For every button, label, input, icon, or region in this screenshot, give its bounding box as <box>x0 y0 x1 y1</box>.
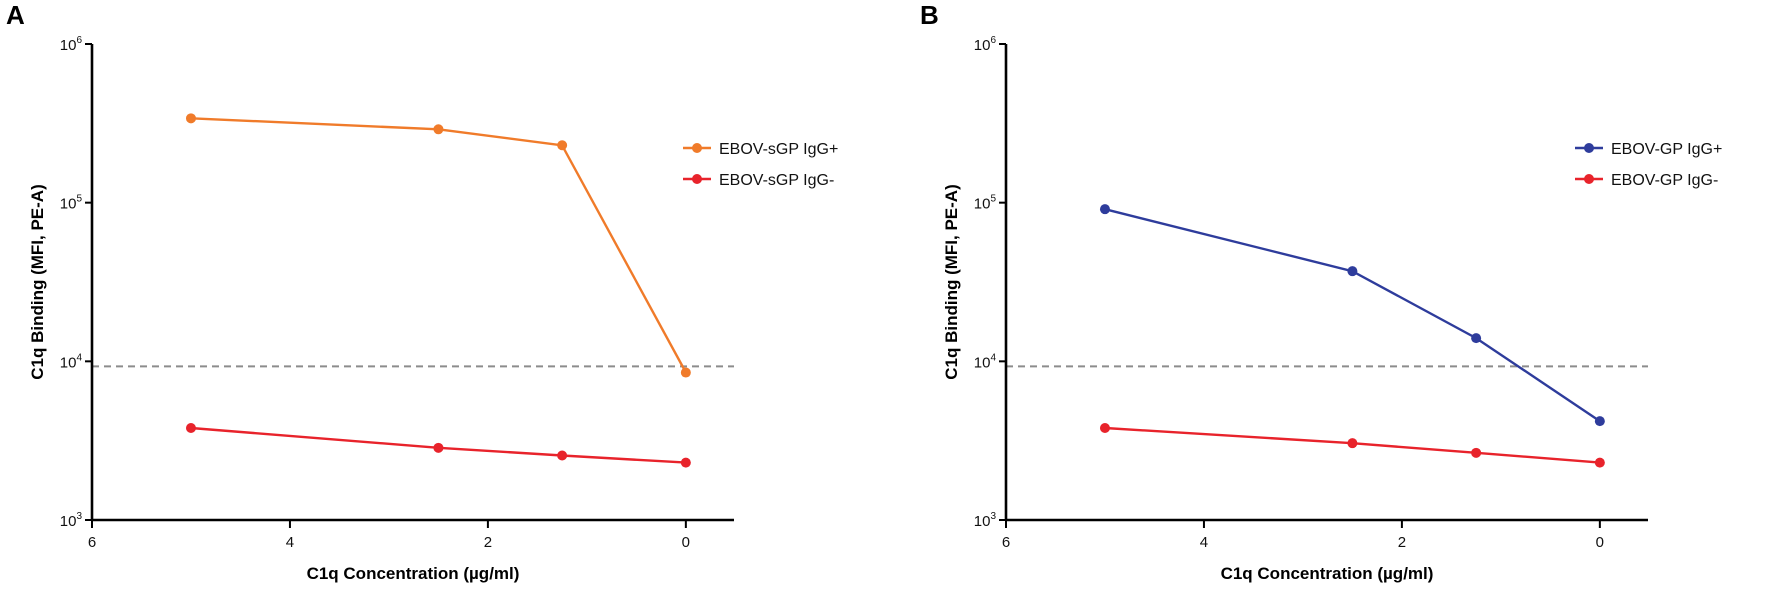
panel-b-y-tick-label: 103 <box>974 511 997 530</box>
panel-a-data-point <box>557 450 568 461</box>
panel-a-series-line <box>190 117 687 374</box>
panel-b-data-point <box>1594 457 1605 468</box>
panel-a-legend-swatch-marker <box>692 174 702 184</box>
panel-a-y-tick-label: 103 <box>60 511 83 530</box>
panel-b-data-point <box>1471 333 1482 344</box>
panel-b-series-line <box>1104 208 1601 423</box>
panel-b-data-point <box>1099 423 1110 434</box>
panel-a-y-tick-label: 106 <box>60 35 83 54</box>
panel-a-series-line <box>190 426 686 464</box>
panel-a-y-tick-label: 104 <box>60 352 83 371</box>
panel-a-y-axis-title: C1q Binding (MFI, PE-A) <box>28 184 47 379</box>
panel-a: A 103 104 105 106 C1q Binding (MFI, PE-A… <box>6 0 838 583</box>
panel-a-x-tick-label: 2 <box>484 534 492 551</box>
panel-b-legend-label: EBOV-GP IgG+ <box>1611 141 1722 158</box>
panel-b-y-axis-title: C1q Binding (MFI, PE-A) <box>942 184 961 379</box>
panel-b-y-tick-label: 106 <box>974 35 997 54</box>
panel-a-legend-swatch-marker <box>692 143 702 153</box>
panel-b-data-point <box>1594 416 1605 427</box>
panel-b-legend-label: EBOV-GP IgG- <box>1611 172 1718 189</box>
panel-a-x-axis-title: C1q Concentration (µg/ml) <box>307 564 520 583</box>
panel-a-plot-series <box>185 113 691 468</box>
panel-b-y-tick-label: 104 <box>974 352 997 371</box>
panel-a-data-point <box>680 457 691 468</box>
panel-a-legend-label: EBOV-sGP IgG+ <box>719 141 838 158</box>
panel-b-data-point <box>1099 204 1110 215</box>
panel-b-letter: B <box>920 0 939 30</box>
panel-b: B 103 104 105 106 C1q Binding (MFI, PE-A… <box>920 0 1722 583</box>
panel-b-data-point <box>1471 447 1482 458</box>
panel-b-plot-series <box>1099 204 1605 468</box>
panel-b-x-tick-label: 2 <box>1398 534 1406 551</box>
panel-a-y-axis: 103 104 105 106 C1q Binding (MFI, PE-A) <box>28 35 94 530</box>
panel-b-data-point <box>1347 438 1358 449</box>
panel-b-legend-swatch-marker <box>1584 143 1594 153</box>
panel-b-y-axis: 103 104 105 106 C1q Binding (MFI, PE-A) <box>942 35 1008 530</box>
panel-b-legend: EBOV-GP IgG+ EBOV-GP IgG- <box>1575 141 1722 189</box>
panel-a-data-point <box>433 442 444 453</box>
panel-b-y-tick-label: 105 <box>974 194 997 213</box>
panel-a-legend: EBOV-sGP IgG+ EBOV-sGP IgG- <box>683 141 838 189</box>
panel-b-x-tick-label: 0 <box>1596 534 1604 551</box>
panel-a-y-tick-label: 105 <box>60 194 83 213</box>
panel-a-letter: A <box>6 0 25 30</box>
panel-a-x-tick-label: 0 <box>682 534 690 551</box>
panel-b-x-tick-label: 4 <box>1200 534 1208 551</box>
panel-b-x-axis: 6 4 2 0 C1q Concentration (µg/ml) <box>1002 518 1648 583</box>
panel-b-data-point <box>1347 266 1358 277</box>
panel-a-x-axis: 6 4 2 0 C1q Concentration (µg/ml) <box>88 518 734 583</box>
panel-a-data-point <box>680 367 691 378</box>
panel-a-legend-label: EBOV-sGP IgG- <box>719 172 834 189</box>
panel-a-data-point <box>185 113 196 124</box>
panel-b-series-line <box>1104 426 1600 464</box>
panel-a-x-tick-label: 4 <box>286 534 294 551</box>
panel-b-x-axis-title: C1q Concentration (µg/ml) <box>1221 564 1434 583</box>
panel-a-data-point <box>557 140 568 151</box>
panel-b-legend-swatch-marker <box>1584 174 1594 184</box>
panel-a-data-point <box>433 124 444 135</box>
panel-a-x-tick-label: 6 <box>88 534 96 551</box>
panel-a-data-point <box>185 423 196 434</box>
panel-b-x-tick-label: 6 <box>1002 534 1010 551</box>
